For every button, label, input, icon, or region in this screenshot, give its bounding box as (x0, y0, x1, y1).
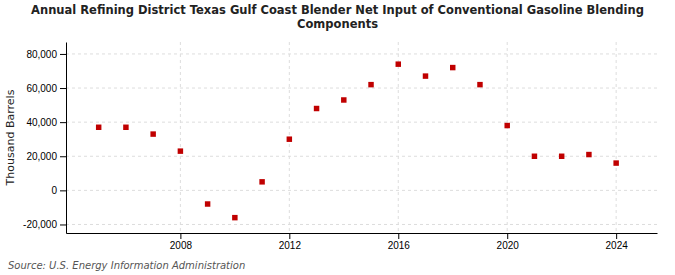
grid-line-y (66, 224, 657, 225)
point (423, 73, 428, 78)
y-axis-tick-label: 60,000 (26, 83, 57, 94)
x-axis-line (67, 233, 658, 234)
y-axis-tick-mark (60, 54, 66, 55)
point (504, 123, 509, 128)
grid-line-x (398, 42, 399, 233)
x-axis-tick: 2016 (388, 233, 411, 251)
x-axis-tick: 2012 (279, 233, 302, 251)
point (150, 131, 155, 136)
chart-svg: Annual Refining District Texas Gulf Coas… (0, 0, 675, 275)
y-axis-tick-mark (60, 156, 66, 157)
point (586, 152, 591, 157)
title-line: Annual Refining District Texas Gulf Coas… (31, 3, 644, 17)
x-axis-tick-mark (289, 233, 290, 239)
x-axis-tick-label: 2020 (497, 240, 520, 251)
x-axis-tick-mark (616, 233, 617, 239)
chart-container: Annual Refining District Texas Gulf Coas… (0, 0, 675, 275)
point (314, 106, 319, 111)
x-axis-tick-mark (507, 233, 508, 239)
y-axis-tick: -20,000 (23, 219, 66, 230)
x-axis-tick-label: 2008 (170, 240, 193, 251)
x-axis-tick-label: 2024 (606, 240, 629, 251)
y-axis-tick: 20,000 (26, 151, 66, 162)
x-axis-tick-label: 2012 (279, 240, 302, 251)
point (205, 201, 210, 206)
point (559, 154, 564, 159)
point (477, 82, 482, 87)
grid-line-x (180, 42, 181, 233)
y-axis-tick: 60,000 (26, 83, 66, 94)
point (341, 97, 346, 102)
y-axis-tick-label: 80,000 (26, 49, 57, 60)
point (178, 148, 183, 153)
y-axis-tick-label: -20,000 (23, 219, 57, 230)
y-axis-tick-label: 20,000 (26, 151, 57, 162)
y-axis-tick-label: 40,000 (26, 117, 57, 128)
y-axis-label: Thousand Barrels (4, 89, 17, 186)
y-axis-tick: 0 (51, 185, 66, 196)
x-axis-tick: 2008 (170, 233, 193, 251)
grid-line-y (66, 122, 657, 123)
x-axis-tick: 2024 (606, 233, 629, 251)
grid-line-x (616, 42, 617, 233)
point (232, 215, 237, 220)
point (450, 65, 455, 70)
y-axis: -20,000 0 20,000 40,000 60,000 80,000 (23, 43, 66, 234)
x-axis-tick-mark (398, 233, 399, 239)
y-axis-tick-label: 0 (51, 185, 57, 196)
point (96, 125, 101, 130)
x-axis: 2008 2012 2016 2020 2024 (67, 233, 658, 251)
point (532, 154, 537, 159)
y-axis-line (66, 43, 67, 234)
y-axis-tick-mark (60, 190, 66, 191)
points (96, 61, 619, 220)
x-axis-tick-label: 2016 (388, 240, 411, 251)
x-axis-tick-mark (180, 233, 181, 239)
grid (66, 42, 657, 233)
point (396, 61, 401, 66)
y-axis-tick-mark (60, 224, 66, 225)
y-axis-tick: 40,000 (26, 117, 66, 128)
grid-line-y (66, 88, 657, 89)
point (123, 125, 128, 130)
grid-line-y (66, 156, 657, 157)
title: Annual Refining District Texas Gulf Coas… (31, 3, 644, 31)
y-axis-tick: 80,000 (26, 49, 66, 60)
point (259, 179, 264, 184)
grid-line-y (66, 53, 657, 54)
point (368, 82, 373, 87)
grid-line-y (66, 190, 657, 191)
source-note: Source: U.S. Energy Information Administ… (8, 260, 245, 271)
point (613, 160, 618, 165)
x-axis-tick: 2020 (497, 233, 520, 251)
title-line: Components (297, 17, 378, 31)
y-axis-tick-mark (60, 122, 66, 123)
plot-area: 2008 2012 2016 2020 2024 -20,000 0 20,000 40,000… (23, 42, 657, 251)
grid-line-x (507, 42, 508, 233)
point (287, 136, 292, 141)
y-axis-tick-mark (60, 88, 66, 89)
